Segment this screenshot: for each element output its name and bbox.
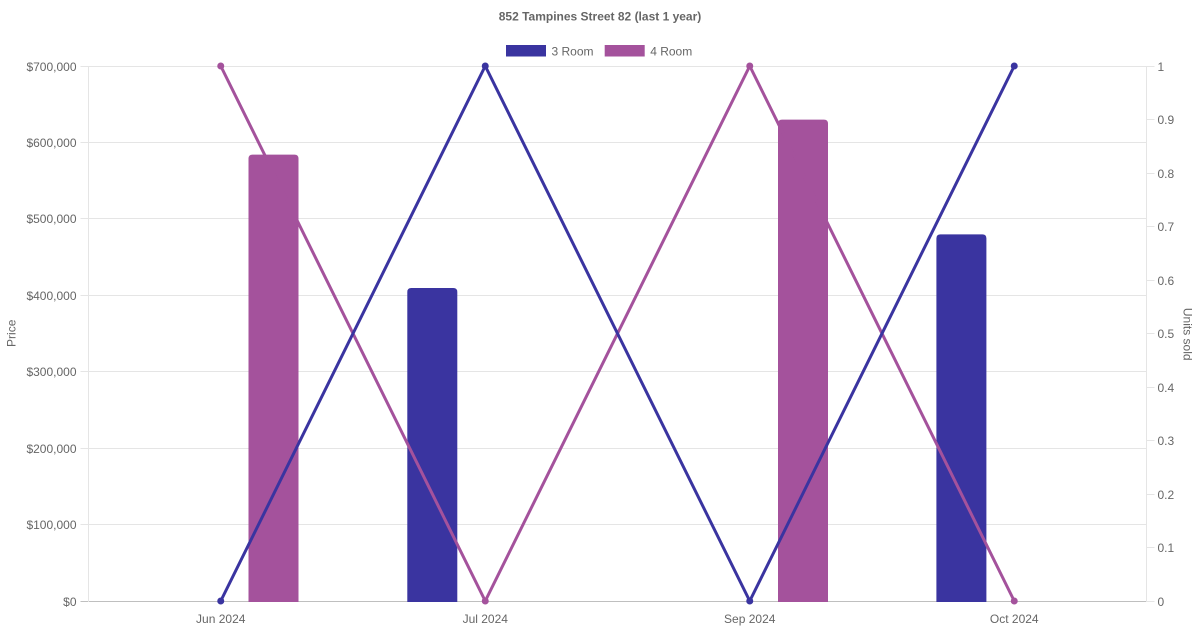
svg-text:$200,000: $200,000 [26, 442, 76, 456]
svg-text:0.2: 0.2 [1158, 488, 1175, 502]
svg-text:$0: $0 [63, 595, 77, 609]
svg-text:0.7: 0.7 [1158, 220, 1175, 234]
svg-text:Oct 2024: Oct 2024 [990, 612, 1039, 626]
svg-text:852 Tampines Street 82 (last 1: 852 Tampines Street 82 (last 1 year) [499, 10, 702, 24]
svg-text:0.1: 0.1 [1158, 541, 1175, 555]
svg-text:Sep 2024: Sep 2024 [724, 612, 776, 626]
svg-text:$100,000: $100,000 [26, 518, 76, 532]
svg-text:0.4: 0.4 [1158, 381, 1175, 395]
svg-text:0: 0 [1158, 595, 1165, 609]
svg-text:3 Room: 3 Room [552, 44, 594, 58]
svg-text:0.9: 0.9 [1158, 113, 1175, 127]
svg-text:$500,000: $500,000 [26, 212, 76, 226]
svg-text:4 Room: 4 Room [650, 44, 692, 58]
svg-text:Jul 2024: Jul 2024 [463, 612, 509, 626]
svg-text:0.5: 0.5 [1158, 327, 1175, 341]
svg-text:$400,000: $400,000 [26, 289, 76, 303]
svg-text:Jun 2024: Jun 2024 [196, 612, 246, 626]
svg-text:0.8: 0.8 [1158, 167, 1175, 181]
svg-text:1: 1 [1158, 60, 1165, 74]
svg-text:$600,000: $600,000 [26, 136, 76, 150]
svg-text:$700,000: $700,000 [26, 60, 76, 74]
svg-text:Price: Price [4, 319, 18, 347]
svg-text:0.3: 0.3 [1158, 434, 1175, 448]
svg-text:$300,000: $300,000 [26, 365, 76, 379]
svg-text:0.6: 0.6 [1158, 274, 1175, 288]
svg-text:Units sold: Units sold [1180, 308, 1194, 361]
